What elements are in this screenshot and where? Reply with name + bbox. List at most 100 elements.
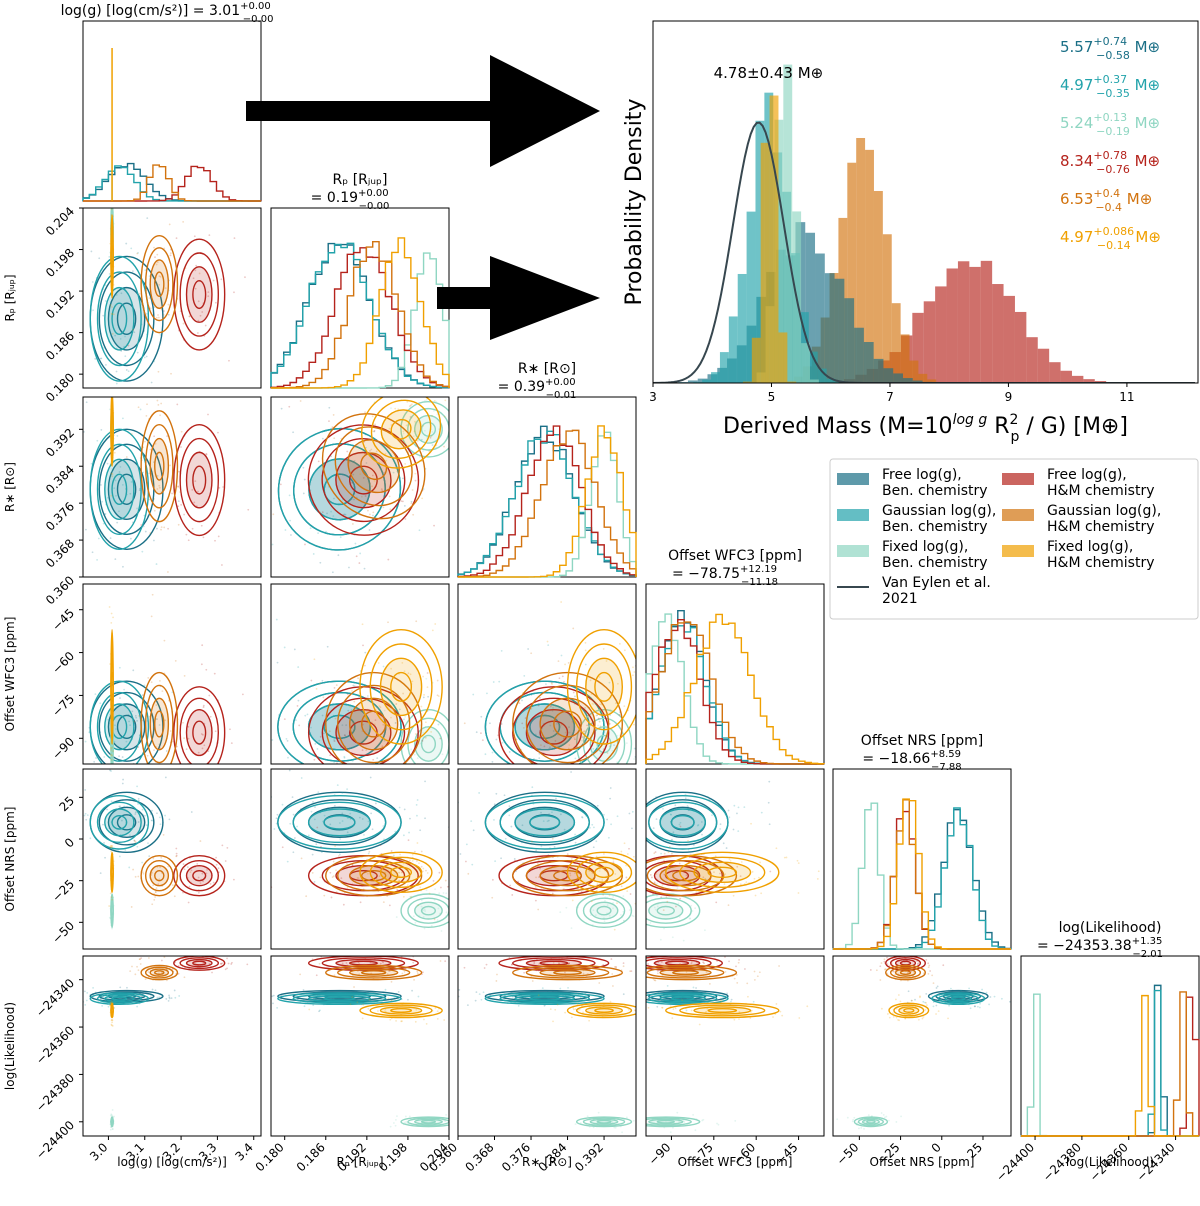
scatter-point <box>109 537 112 540</box>
scatter-point <box>377 1010 379 1012</box>
scatter-point <box>481 705 483 707</box>
scatter-point <box>633 671 636 673</box>
scatter-point <box>740 861 743 863</box>
mass-bar-gauss_ben <box>702 379 712 383</box>
scatter-point <box>561 675 564 678</box>
contour-fixed_ben <box>575 893 633 929</box>
scatter-point <box>584 663 587 666</box>
scatter-point <box>916 963 919 965</box>
scatter-point <box>157 370 160 373</box>
scatter-point <box>652 827 655 830</box>
scatter-point <box>439 960 442 962</box>
xtick-label-rs: 0.368 <box>462 1140 496 1174</box>
scatter-point <box>148 297 151 299</box>
scatter-point <box>627 818 629 820</box>
scatter-point <box>289 822 292 825</box>
scatter-point <box>880 1112 883 1114</box>
scatter-point <box>568 962 570 965</box>
scatter-point <box>560 840 562 842</box>
scatter-point <box>359 901 362 904</box>
scatter-point <box>717 1123 720 1126</box>
scatter-point <box>187 901 190 904</box>
scatter-point <box>140 957 143 959</box>
scatter-point <box>887 1119 890 1122</box>
contour-gauss_ben <box>484 794 605 850</box>
scatter-point <box>145 355 148 358</box>
scatter-point <box>779 1010 782 1013</box>
scatter-point <box>681 999 684 1002</box>
scatter-point <box>120 292 123 295</box>
ytick-label-nrs: −25 <box>49 877 77 905</box>
scatter-point <box>327 783 329 785</box>
scatter-point <box>636 1004 638 1006</box>
scatter-point <box>346 450 349 453</box>
scatter-point <box>509 884 512 887</box>
scatter-point <box>751 870 754 873</box>
scatter-point <box>517 880 520 883</box>
scatter-point <box>631 914 634 917</box>
mass-bar-free_hm <box>969 266 981 383</box>
scatter-point <box>441 753 444 756</box>
contour-fixed_ben <box>400 1116 449 1128</box>
scatter-point <box>581 991 584 994</box>
scatter-point <box>173 385 175 387</box>
scatter-point <box>180 430 183 433</box>
scatter-point <box>372 511 375 514</box>
scatter-point <box>147 677 150 679</box>
ytick-label-loglike: −24380 <box>33 1071 77 1115</box>
scatter-point <box>374 689 377 691</box>
scatter-point <box>415 620 418 623</box>
scatter-point <box>670 852 673 855</box>
scatter-point <box>158 724 161 726</box>
scatter-point <box>728 960 730 963</box>
scatter-point <box>700 821 703 823</box>
scatter-point <box>738 958 740 961</box>
scatter-point <box>500 723 503 725</box>
scatter-point <box>148 855 151 858</box>
scatter-point <box>640 894 642 896</box>
scatter-point <box>153 898 156 901</box>
scatter-point <box>424 780 426 783</box>
scatter-point <box>184 812 186 814</box>
scatter-point <box>564 731 567 734</box>
scatter-point <box>182 322 185 325</box>
title-main-loglike: = −24353.38 <box>1037 938 1132 954</box>
scatter-point <box>311 871 314 874</box>
diag-panel-wfc3: Offset WFC3 [ppm]= −78.75+12.19 −11.18 <box>645 548 825 765</box>
legend-swatch-fixed_ben <box>837 545 869 557</box>
scatter-point <box>321 511 324 514</box>
ytick-label-wfc3: −75 <box>49 692 77 720</box>
scatter-point <box>209 883 212 885</box>
scatter-point <box>186 866 189 868</box>
contour-fixed_hm <box>369 1004 433 1017</box>
scatter-point <box>236 490 238 492</box>
scatter-point <box>338 853 341 856</box>
panel-logg-vs-loglike <box>82 955 262 1137</box>
contour-gauss_ben <box>89 992 150 1006</box>
scatter-point <box>175 854 178 857</box>
scatter-point <box>395 887 398 890</box>
panel-frame <box>270 396 450 578</box>
scatter-point <box>463 966 466 969</box>
contour-gauss_ben <box>104 286 135 351</box>
xtick-label-logg: 3.0 <box>87 1140 110 1163</box>
scatter-point <box>148 472 150 475</box>
scatter-point <box>411 853 414 856</box>
title-line1-rp: Rₚ [Rⱼᵤₚ] <box>333 172 388 188</box>
scatter-point <box>387 621 389 624</box>
title-sup-nrs: +8.59 <box>930 749 961 760</box>
scatter-point <box>459 853 462 855</box>
scatter-point <box>207 750 210 753</box>
scatter-point <box>341 962 344 965</box>
scatter-point <box>141 808 144 811</box>
scatter-point <box>623 842 626 845</box>
scatter-point <box>110 794 113 797</box>
scatter-point <box>321 679 324 682</box>
scatter-point <box>319 735 322 738</box>
scatter-point <box>133 720 136 723</box>
scatter-point <box>113 800 115 802</box>
scatter-point <box>319 876 322 879</box>
scatter-point <box>620 847 622 849</box>
scatter-point <box>555 797 557 800</box>
scatter-point <box>175 852 178 855</box>
